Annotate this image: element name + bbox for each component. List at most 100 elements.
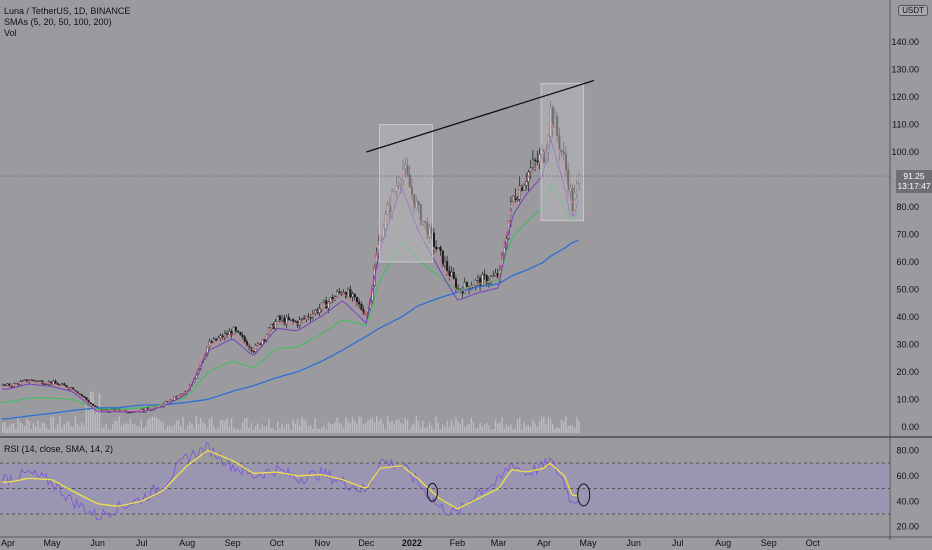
volume-bar <box>145 426 147 433</box>
time-tick-label: Apr <box>537 538 551 548</box>
volume-bar <box>567 426 569 433</box>
volume-bar <box>248 427 250 433</box>
candle-body <box>356 296 359 303</box>
candle-body <box>433 232 436 248</box>
candle-body <box>294 320 297 323</box>
volume-bar <box>310 424 312 433</box>
volume-bar <box>246 418 248 433</box>
volume-bar <box>470 417 472 433</box>
candle-body <box>529 167 532 173</box>
highlight-box-2 <box>540 82 585 222</box>
candle-body <box>338 291 341 293</box>
candle-body <box>444 261 447 267</box>
volume-bar <box>41 422 43 433</box>
volume-bar <box>125 423 127 433</box>
volume-bar <box>268 418 270 433</box>
volume-bar <box>468 424 470 433</box>
volume-bar <box>536 426 538 433</box>
volume-bar <box>334 422 336 433</box>
volume-bar <box>180 426 182 433</box>
price-tick-label: 110.00 <box>892 120 919 130</box>
volume-bar <box>296 419 299 433</box>
candle-body <box>483 274 486 276</box>
volume-bar <box>250 423 252 433</box>
volume-bar <box>327 421 329 433</box>
candle-body <box>274 321 277 329</box>
volume-bar <box>492 429 494 433</box>
sma-legend[interactable]: SMAs (5, 20, 50, 100, 200) <box>4 17 112 27</box>
volume-bar <box>283 428 285 433</box>
candle-body <box>91 403 94 406</box>
volume-bar <box>37 420 39 433</box>
time-tick-label: Sep <box>761 538 777 548</box>
volume-bar <box>153 417 156 433</box>
volume-bar <box>109 429 112 433</box>
candle-body <box>351 293 354 298</box>
volume-bar <box>488 425 490 433</box>
volume-bar <box>556 427 558 433</box>
candle-body <box>446 261 449 272</box>
symbol-title[interactable]: Luna / TetherUS, 1D, BINANCE <box>4 6 131 16</box>
volume-bar <box>303 419 305 433</box>
volume-bar <box>32 423 35 433</box>
volume-bar <box>455 417 457 433</box>
time-tick-label: Sep <box>225 538 241 548</box>
volume-bar <box>464 427 466 433</box>
candle-body <box>30 379 33 382</box>
volume-bar <box>140 419 142 433</box>
time-tick-label: Jul <box>672 538 684 548</box>
volume-legend[interactable]: Vol <box>4 28 17 38</box>
volume-bar <box>90 391 92 433</box>
volume-bar <box>461 418 464 433</box>
volume-bar <box>257 423 259 433</box>
volume-bar <box>437 422 439 433</box>
candle-body <box>450 271 453 277</box>
volume-bar <box>512 429 514 433</box>
volume-bar <box>105 423 107 433</box>
volume-bar <box>413 423 415 433</box>
candle-body <box>448 270 451 277</box>
candle-body <box>48 381 51 385</box>
volume-bar <box>323 425 325 433</box>
volume-bar <box>171 426 173 433</box>
candle-body <box>223 333 226 338</box>
price-tick-label: 130.00 <box>891 65 919 75</box>
volume-bar <box>565 416 567 433</box>
volume-bar <box>523 422 525 433</box>
rsi-tick-label: 80.00 <box>896 445 919 455</box>
volume-bar <box>17 417 19 433</box>
candle-body <box>263 339 266 341</box>
volume-bar <box>138 426 140 433</box>
time-tick-label: Dec <box>358 538 375 548</box>
rsi-legend[interactable]: RSI (14, close, SMA, 14, 2) <box>4 444 114 454</box>
candle-body <box>1 384 4 386</box>
volume-bar <box>61 427 63 433</box>
volume-bar <box>431 425 433 433</box>
volume-bar <box>307 426 310 433</box>
price-tick-label: 140.00 <box>891 37 919 47</box>
volume-bar <box>79 426 81 433</box>
volume-bar <box>131 423 134 433</box>
volume-bar <box>281 424 283 433</box>
volume-bar <box>21 424 24 433</box>
volume-bar <box>549 418 552 433</box>
candle-body <box>45 383 48 385</box>
volume-bar <box>569 425 571 433</box>
currency-badge[interactable]: USDT <box>898 5 928 16</box>
volume-bar <box>439 429 442 433</box>
volume-bar <box>186 424 189 433</box>
volume-bar <box>54 428 57 433</box>
volume-bar <box>74 416 76 433</box>
volume-bar <box>26 419 28 433</box>
volume-bar <box>72 427 74 433</box>
candle-body <box>327 301 330 309</box>
volume-bar <box>226 417 228 433</box>
volume-bar <box>65 422 68 433</box>
candle-body <box>78 393 81 395</box>
volume-bar <box>497 423 499 433</box>
volume-bar <box>554 428 556 433</box>
volume-bar <box>479 423 481 433</box>
candle-body <box>437 247 440 250</box>
